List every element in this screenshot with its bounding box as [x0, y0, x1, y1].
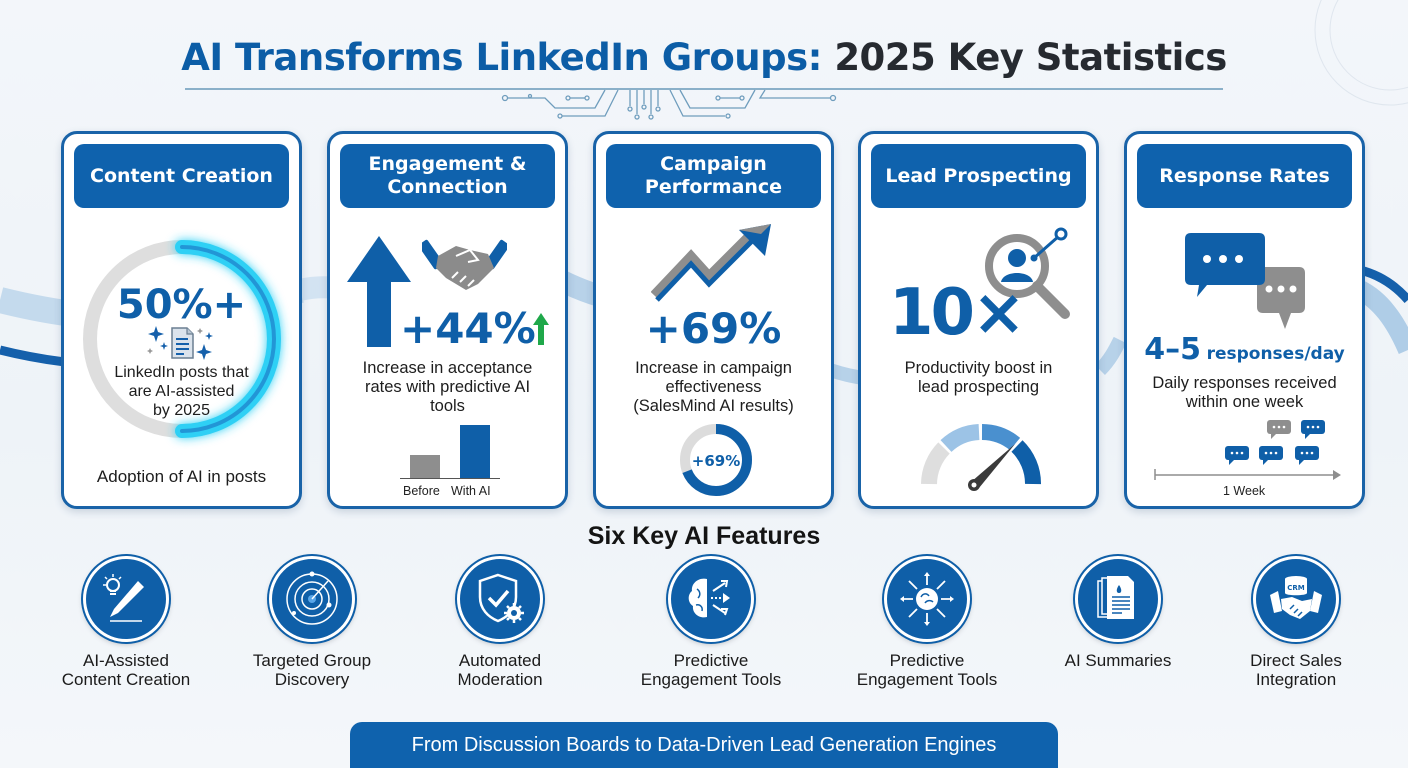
feature-label: Predictive Engagement Tools [856, 651, 998, 689]
feature-icon-badge [884, 556, 970, 642]
title-divider [185, 88, 1223, 90]
circuit-decoration-icon [501, 89, 837, 120]
ring-progress-chart [83, 240, 281, 438]
stat-value: 10× [889, 276, 1026, 350]
stat-value: 4–5 responses/day [1127, 332, 1362, 367]
page-title: AI Transforms LinkedIn Groups: 2025 Key … [0, 36, 1408, 79]
stat-card-engagement-connection: Engagement & Connection +44% Increase in… [327, 131, 568, 509]
feature-label: AI-Assisted Content Creation [61, 651, 191, 689]
stat-value: 50%+ [116, 282, 247, 328]
green-up-arrow-icon [533, 313, 549, 345]
card-caption: Adoption of AI in posts [96, 467, 267, 486]
feature-targeted-group-discovery: Targeted Group Discovery [212, 556, 412, 689]
stat-description: Increase in acceptance rates with predic… [362, 359, 533, 415]
chat-bubbles-icon [1185, 233, 1305, 329]
card-header: Engagement & Connection [340, 144, 555, 208]
card-header: Campaign Performance [606, 144, 821, 208]
feature-icon-badge: CRM [1253, 556, 1339, 642]
stat-unit: responses/day [1206, 344, 1345, 364]
feature-ai-assisted-content-creation: AI-Assisted Content Creation [26, 556, 226, 689]
feature-label: Targeted Group Discovery [252, 651, 372, 689]
feature-label: AI Summaries [1064, 651, 1172, 670]
feature-predictive-engagement-tools-2: Predictive Engagement Tools [827, 556, 1027, 689]
feature-automated-moderation: Automated Moderation [400, 556, 600, 689]
stat-value: +69% [645, 304, 782, 353]
card-header: Content Creation [74, 144, 289, 208]
large-up-arrow-icon [347, 236, 411, 347]
stat-value: +44% [400, 304, 536, 353]
stat-description: Productivity boost in lead prospecting [904, 359, 1053, 396]
trend-up-arrow-icon [651, 224, 771, 302]
feature-predictive-engagement-tools: Predictive Engagement Tools [611, 556, 811, 689]
stat-number: 4–5 [1144, 332, 1201, 367]
stat-card-campaign-performance: Campaign Performance +69% Increase in ca… [593, 131, 834, 509]
timeline-label: 1 Week [1223, 484, 1266, 498]
title-part-blue: AI Transforms LinkedIn Groups: [181, 36, 822, 79]
brain-arrows-icon [688, 578, 730, 618]
stat-card-lead-prospecting: Lead Prospecting 10× Productivity boost … [858, 131, 1099, 509]
footer-tagline: From Discussion Boards to Data-Driven Le… [411, 733, 997, 756]
bar-label-before: Before [403, 484, 440, 498]
feature-label: Predictive Engagement Tools [640, 651, 782, 689]
donut-value-label: +69% [691, 452, 741, 470]
stat-description: LinkedIn posts that are AI-assisted by 2… [114, 364, 249, 419]
features-heading: Six Key AI Features [587, 522, 821, 550]
feature-icon-badge [1075, 556, 1161, 642]
card-header: Lead Prospecting [871, 144, 1086, 208]
feature-label: Automated Moderation [457, 651, 543, 689]
feature-ai-summaries: AI Summaries [1018, 556, 1218, 670]
shield-check-gear-icon [478, 573, 524, 623]
feature-icon-badge [668, 556, 754, 642]
sparkle-document-icon [147, 326, 213, 360]
lightbulb-pen-icon [103, 574, 144, 622]
svg-text:CRM: CRM [1287, 584, 1305, 592]
feature-icon-badge [457, 556, 543, 642]
title-part-dark: 2025 Key Statistics [834, 36, 1227, 79]
feature-icon-badge [83, 556, 169, 642]
magnifier-person-icon [985, 227, 1070, 319]
crm-handshake-icon: CRM [1270, 576, 1322, 619]
footer-tagline-banner: From Discussion Boards to Data-Driven Le… [350, 722, 1058, 768]
stat-card-response-rates: Response Rates 4–5 responses/day Daily r… [1124, 131, 1365, 509]
feature-direct-sales-integration: CRM Direct Sales Integration [1196, 556, 1396, 689]
radar-target-icon [286, 571, 338, 625]
speedometer-gauge-icon [921, 424, 1042, 491]
stat-description: Daily responses received within one week [1152, 374, 1337, 411]
before-after-bar-chart [400, 425, 500, 479]
stat-description: Increase in campaign effectiveness (Sale… [633, 359, 794, 415]
bar-label-with-ai: With AI [451, 484, 491, 498]
responses-timeline-icon [1154, 420, 1341, 480]
brain-network-icon [900, 572, 954, 626]
stat-card-content-creation: Content Creation 50%+ LinkedIn posts tha… [61, 131, 302, 509]
feature-label: Direct Sales Integration [1250, 651, 1342, 689]
feature-icon-badge [269, 556, 355, 642]
donut-chart [680, 424, 752, 496]
handshake-icon [422, 239, 507, 290]
card-header: Response Rates [1137, 144, 1352, 208]
documents-summary-icon [1097, 576, 1134, 619]
